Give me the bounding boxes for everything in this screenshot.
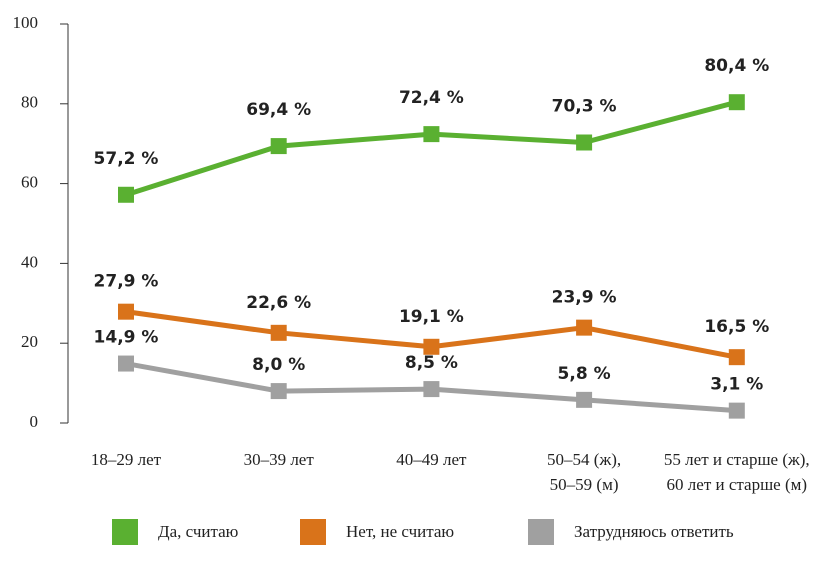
value-label: 8,0 %	[252, 355, 305, 375]
marker	[423, 126, 440, 143]
marker	[576, 319, 593, 336]
x-tick-label: 55 лет и старше (ж), 60 лет и старше (м)	[664, 450, 810, 494]
legend-swatch	[528, 519, 554, 545]
marker	[270, 138, 287, 155]
marker	[118, 186, 134, 203]
value-label: 3,1 %	[710, 375, 763, 395]
marker	[423, 338, 440, 355]
value-label: 22,6 %	[246, 293, 311, 313]
x-tick-label: 18–29 лет	[91, 450, 162, 469]
y-tick-label: 80	[21, 93, 38, 112]
marker	[118, 303, 134, 320]
marker	[423, 381, 440, 398]
legend-label: Да, считаю	[158, 522, 239, 541]
value-label: 70,3 %	[552, 97, 617, 117]
value-label: 57,2 %	[94, 149, 159, 169]
value-label: 14,9 %	[94, 328, 159, 348]
value-label: 72,4 %	[399, 88, 464, 108]
legend-label: Нет, не считаю	[346, 522, 454, 541]
value-label: 69,4 %	[246, 100, 311, 120]
marker	[270, 324, 287, 341]
value-label: 16,5 %	[704, 317, 769, 337]
series-line	[125, 99, 738, 198]
x-tick-label: 30–39 лет	[244, 450, 315, 469]
legend-swatch	[300, 519, 326, 545]
value-label: 5,8 %	[558, 364, 611, 384]
value-label: 23,9 %	[552, 288, 617, 308]
x-tick-label: 50–54 (ж), 50–59 (м)	[547, 450, 621, 494]
x-tick-label: 40–49 лет	[396, 450, 467, 469]
y-tick-label: 60	[21, 173, 38, 192]
value-label: 27,9 %	[94, 272, 159, 292]
y-tick-label: 40	[21, 252, 38, 271]
value-label: 80,4 %	[704, 56, 769, 76]
marker	[270, 383, 287, 400]
y-tick-label: 100	[13, 13, 39, 32]
legend-label: Затрудняюсь ответить	[574, 522, 734, 541]
marker	[576, 391, 593, 408]
y-tick-label: 20	[21, 332, 38, 351]
marker	[118, 355, 134, 372]
marker	[728, 349, 745, 366]
legend-swatch	[112, 519, 138, 545]
value-label: 19,1 %	[399, 307, 464, 327]
marker	[728, 94, 745, 111]
marker	[728, 402, 745, 419]
value-label: 8,5 %	[405, 353, 458, 373]
y-tick-label: 0	[30, 412, 39, 431]
marker	[576, 134, 593, 151]
